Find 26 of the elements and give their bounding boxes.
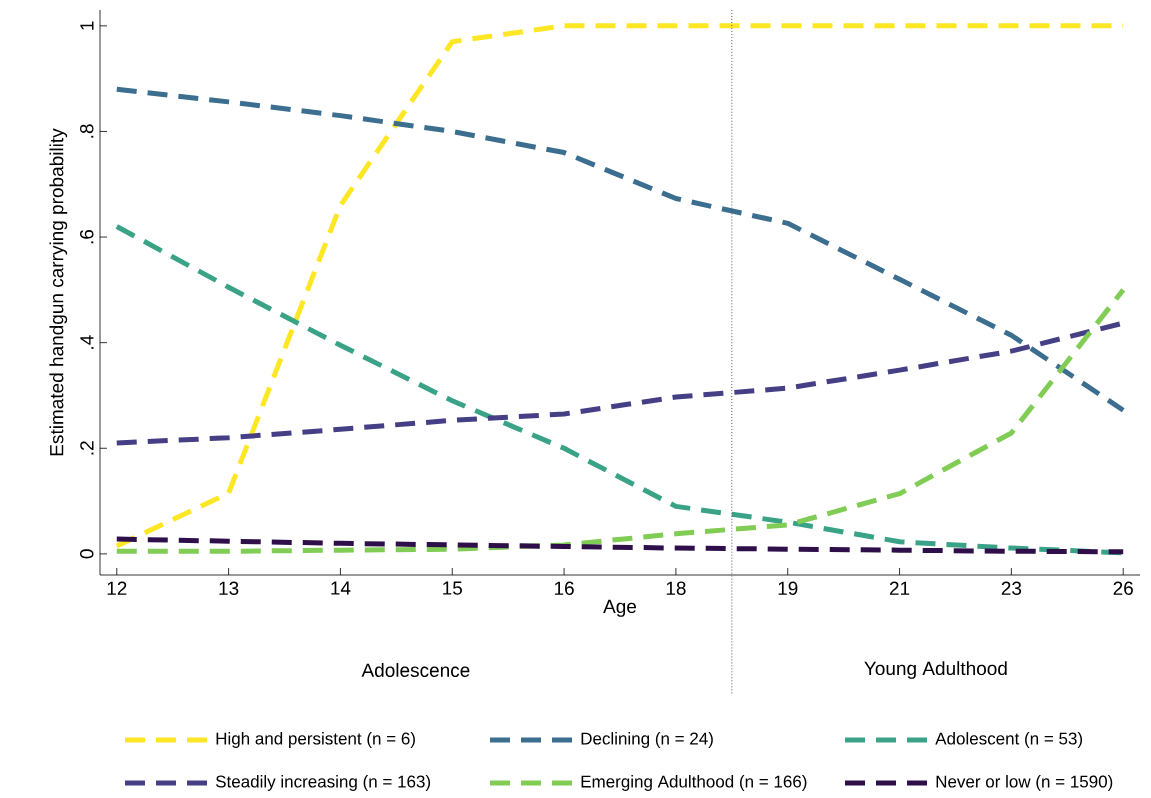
x-axis-title: Age	[603, 599, 637, 617]
y-tick-label: .2	[80, 441, 94, 455]
y-tick-label: .8	[80, 124, 94, 138]
x-tick-label: 12	[107, 581, 127, 595]
x-tick-label: 15	[443, 581, 463, 595]
x-tick-label: 23	[1001, 581, 1022, 595]
x-tick-label: 19	[778, 581, 798, 595]
legend-label: Emerging Adulthood (n = 166)	[581, 775, 807, 791]
x-tick-label: 14	[331, 581, 351, 595]
x-tick-label: 18	[666, 581, 686, 595]
legend-label: Never or low (n = 1590)	[936, 775, 1113, 791]
x-tick-label: 13	[219, 581, 239, 595]
text: Adolescence	[361, 663, 470, 677]
x-tick-label: 26	[1113, 581, 1133, 595]
y-tick-label: .6	[80, 229, 94, 244]
x-tick-label: 21	[889, 581, 910, 595]
text: Young Adulthood	[864, 661, 1007, 679]
legend-label: Declining (n = 24)	[581, 732, 713, 748]
y-tick-label: .4	[80, 335, 94, 349]
y-tick-label: 0	[80, 549, 94, 559]
y-tick-label: 1	[80, 21, 94, 30]
legend-label: High and persistent (n = 6)	[216, 732, 415, 748]
x-tick-label: 16	[554, 581, 574, 595]
y-axis-title: Estimated handgun carrying probability	[49, 128, 68, 456]
legend-label: Steadily increasing (n = 163)	[215, 775, 431, 791]
legend-label: Adolescent (n = 53)	[935, 732, 1083, 748]
